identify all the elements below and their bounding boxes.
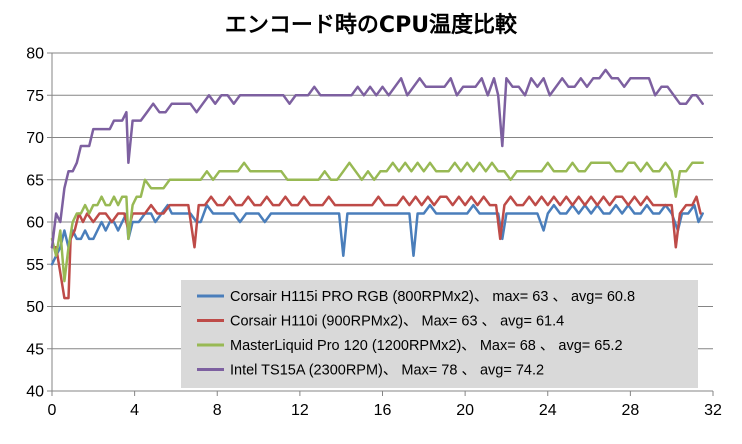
x-tick-label: 32	[704, 402, 722, 419]
y-tick-label: 60	[26, 215, 44, 232]
x-tick-label: 20	[456, 402, 474, 419]
series-line-1	[50, 195, 702, 300]
series-layer	[50, 68, 704, 300]
y-tick-label: 50	[26, 299, 44, 316]
x-tick-label: 24	[539, 402, 557, 419]
legend-label-2: MasterLiquid Pro 120 (1200RPMx2)、 Max= 6…	[230, 338, 623, 354]
series-line-0	[50, 203, 704, 266]
y-tick-label: 55	[26, 257, 44, 274]
x-tick-label: 8	[213, 402, 222, 419]
y-tick-label: 80	[26, 46, 44, 63]
legend-label-3: Intel TS15A (2300RPM)、 Max= 78 、 avg= 74…	[230, 363, 544, 379]
legend: Corsair H115i PRO RGB (800RPMx2)、 max= 6…	[181, 280, 698, 388]
chart-title: エンコード時のCPU温度比較	[225, 12, 518, 38]
y-tick-label: 65	[26, 172, 44, 189]
legend-label-0: Corsair H115i PRO RGB (800RPMx2)、 max= 6…	[230, 289, 635, 305]
x-tick-label: 4	[130, 402, 139, 419]
y-tick-label: 75	[26, 88, 44, 105]
y-tick-label: 70	[26, 130, 44, 147]
x-tick-label: 12	[291, 402, 309, 419]
legend-box	[181, 280, 698, 388]
x-tick-label: 28	[621, 402, 639, 419]
x-tick-label: 0	[48, 402, 57, 419]
y-tick-label: 45	[26, 341, 44, 358]
series-line-2	[50, 161, 704, 283]
legend-label-1: Corsair H110i (900RPMx2)、 Max= 63 、 avg=…	[230, 314, 564, 330]
x-tick-label: 16	[374, 402, 392, 419]
grid-layer	[52, 52, 713, 392]
axis-layer: 40 45 50 55 60 65 70 75 80 0 4 8 12 16 20 24 28 32	[26, 46, 722, 420]
series-line-3	[50, 68, 704, 249]
y-tick-label: 40	[26, 384, 44, 401]
